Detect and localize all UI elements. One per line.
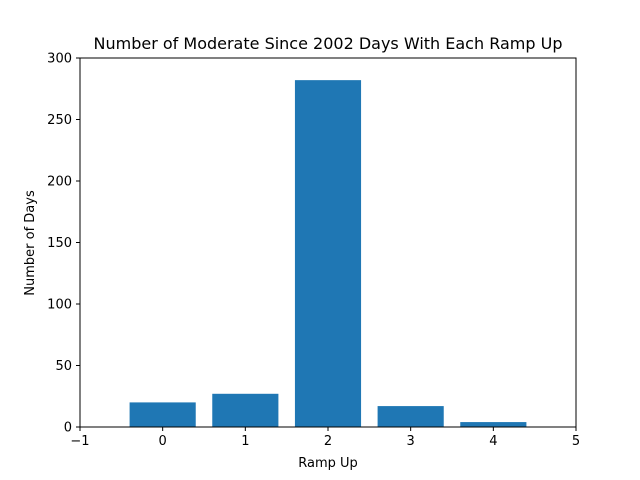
x-tick-label: 0: [159, 434, 167, 449]
y-axis-ticks: 0 50 100 150 200 250 300: [47, 52, 80, 436]
bars-group: [129, 80, 527, 427]
x-tick-label: 3: [407, 434, 415, 449]
x-axis-label: Ramp Up: [298, 456, 358, 471]
bar-3: [377, 406, 444, 427]
x-axis-ticks: −1 0 1 2 3 4 5: [70, 427, 580, 449]
y-tick-label: 0: [64, 421, 72, 436]
y-tick-label: 250: [47, 113, 72, 128]
y-axis-label: Number of Days: [23, 190, 38, 296]
bar-2: [294, 80, 362, 427]
y-tick-label: 200: [47, 175, 72, 190]
y-tick-label: 300: [47, 52, 72, 67]
x-tick-label: 5: [572, 434, 580, 449]
y-tick-label: 150: [47, 236, 72, 251]
x-tick-label: −1: [70, 434, 89, 449]
bar-0: [129, 402, 196, 427]
y-tick-label: 50: [55, 359, 72, 374]
x-tick-label: 1: [241, 434, 249, 449]
x-tick-label: 4: [489, 434, 497, 449]
chart-title: Number of Moderate Since 2002 Days With …: [94, 34, 563, 53]
bar-4: [460, 422, 527, 427]
y-tick-label: 100: [47, 298, 72, 313]
bar-1: [212, 393, 279, 427]
x-tick-label: 2: [324, 434, 332, 449]
